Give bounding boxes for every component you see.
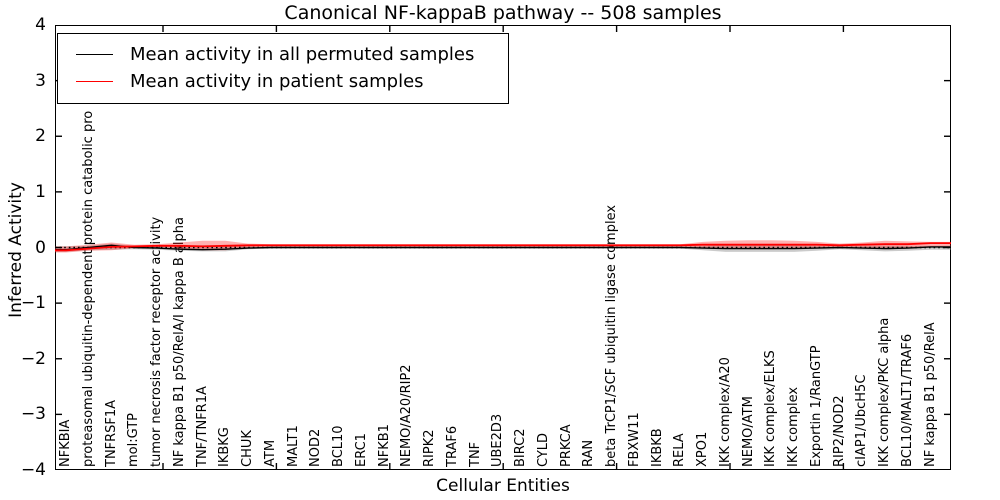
y-tick-label: −3	[20, 404, 46, 425]
chart-canvas	[55, 25, 951, 470]
y-tick-label: −4	[20, 460, 46, 480]
legend-box: Mean activity in all permuted samples Me…	[57, 33, 509, 104]
x-axis-label: Cellular Entities	[436, 476, 570, 496]
permuted-line-swatch	[76, 54, 113, 55]
permuted-mean-line	[55, 244, 951, 251]
chart-title: Canonical NF-kappaB pathway -- 508 sampl…	[284, 2, 722, 24]
legend-label-patient: Mean activity in patient samples	[130, 71, 424, 92]
legend-entry-permuted: Mean activity in all permuted samples	[58, 41, 508, 68]
y-tick-label: 2	[35, 126, 46, 147]
y-tick-label: −2	[20, 348, 46, 369]
legend-label-permuted: Mean activity in all permuted samples	[130, 44, 475, 65]
legend-entry-patient: Mean activity in patient samples	[58, 68, 508, 95]
patient-mean-line	[55, 242, 951, 252]
y-tick-label: −1	[20, 293, 46, 314]
patient-line-swatch	[76, 81, 113, 82]
y-tick-label: 4	[35, 15, 46, 35]
y-tick-label: 0	[35, 237, 46, 258]
y-tick-label: 1	[35, 181, 46, 202]
patient-samples-band	[55, 240, 951, 253]
y-tick-label: 3	[35, 70, 46, 91]
